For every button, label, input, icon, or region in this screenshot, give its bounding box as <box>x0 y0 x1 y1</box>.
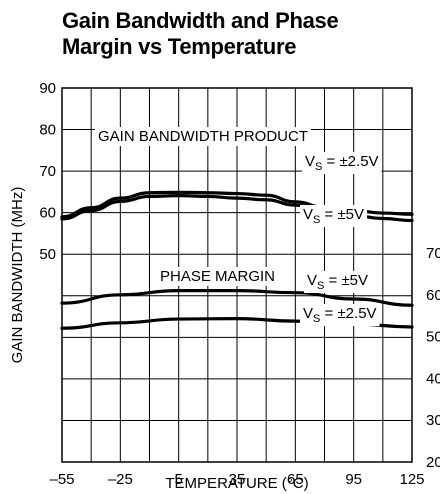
x-tick-label: 125 <box>399 471 424 488</box>
y-tick-label-right: 70 <box>426 245 440 262</box>
y-tick-label-right: 60 <box>426 287 440 304</box>
annotation-phase-margin-background <box>157 267 279 286</box>
annotation-phase-margin: PHASE MARGIN <box>160 268 275 285</box>
chart-title-line-1: Gain Bandwidth and Phase <box>62 8 339 33</box>
series-label-gbw-2-5v: VS = ±2.5V <box>305 153 379 173</box>
x-tick-label: 95 <box>345 471 362 488</box>
x-axis-label: TEMPERATURE (°C) <box>165 475 308 492</box>
y-tick-label-right: 30 <box>426 412 440 429</box>
y-tick-label-left: 90 <box>39 80 56 97</box>
x-tick-label: 5 <box>174 471 182 488</box>
annotation-gain-bandwidth-product-background <box>95 127 311 146</box>
y-tick-label-right: 50 <box>426 329 440 346</box>
series-label-pm-5v-background <box>304 271 372 293</box>
y-tick-label-right: 40 <box>426 370 440 387</box>
y-axis-label-left: GAIN BANDWIDTH (MHz) <box>9 187 26 364</box>
series-label-gbw-5v: VS = ±5V <box>303 206 364 226</box>
series-label-pm-5v: VS = ±5V <box>307 272 368 292</box>
chart-title: Gain Bandwidth and Phase Margin vs Tempe… <box>62 8 339 60</box>
y-tick-label-right: 20 <box>426 454 440 471</box>
annotation-gain-bandwidth-product: GAIN BANDWIDTH PRODUCT <box>98 128 308 145</box>
plot-frame <box>61 87 413 463</box>
x-tick-label: 65 <box>287 471 304 488</box>
x-tick-label: 35 <box>229 471 246 488</box>
y-tick-label-left: 60 <box>39 205 56 222</box>
y-tick-label-left: 70 <box>39 163 56 180</box>
series-label-pm-2-5v-background <box>300 304 380 326</box>
x-tick-label: –55 <box>49 471 74 488</box>
y-tick-label-left: 50 <box>39 246 56 263</box>
y-tick-label-left: 80 <box>39 122 56 139</box>
x-tick-label: –25 <box>108 471 133 488</box>
series-label-pm-2-5v: VS = ±2.5V <box>303 305 377 325</box>
series-line-3 <box>60 289 414 307</box>
series-label-gbw-2-5v-background <box>302 152 382 174</box>
series-label-gbw-5v-background <box>300 205 368 227</box>
chart-title-line-2: Margin vs Temperature <box>62 34 297 59</box>
